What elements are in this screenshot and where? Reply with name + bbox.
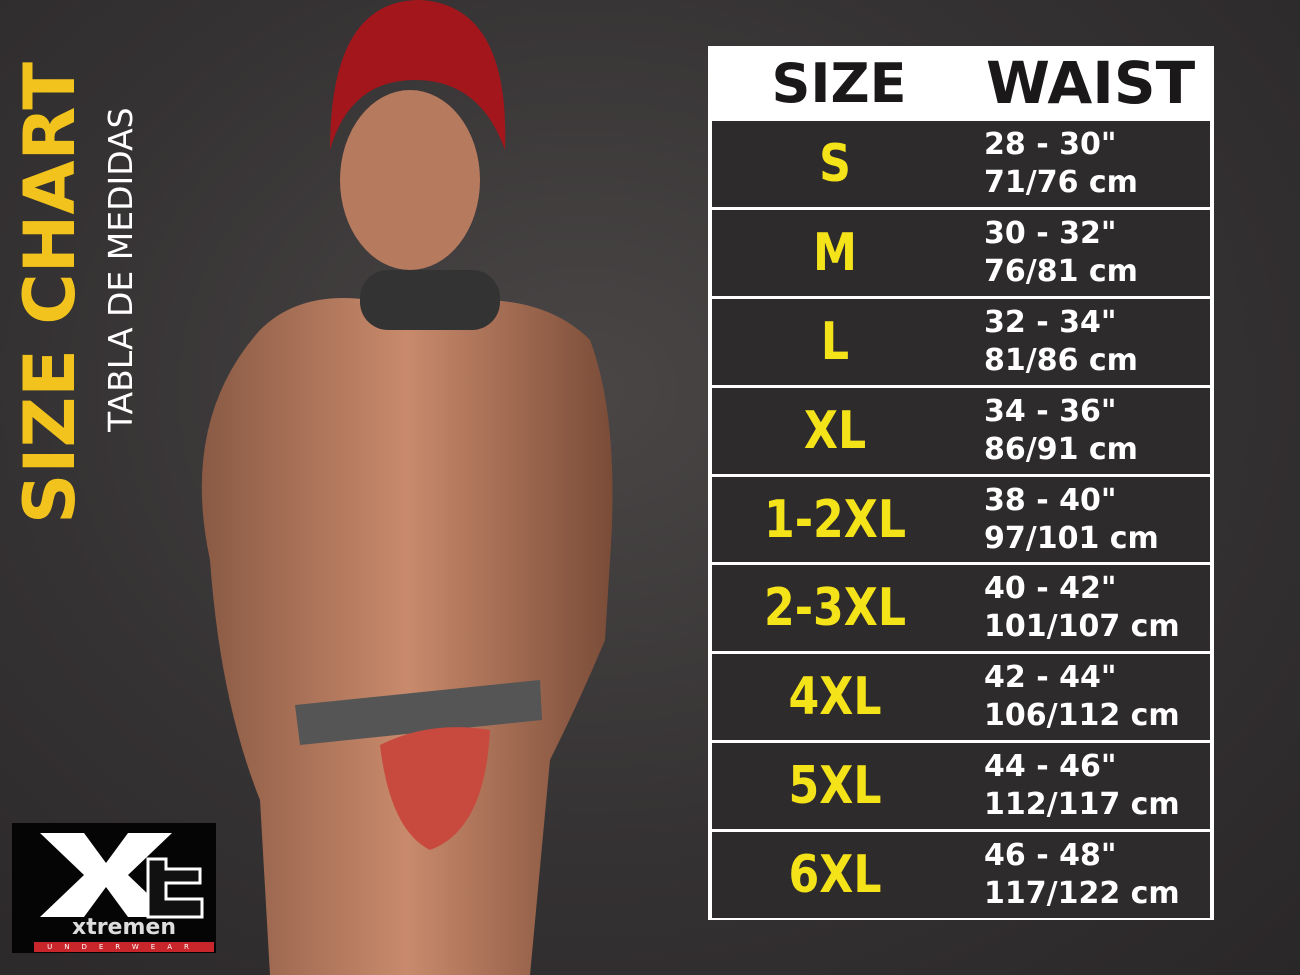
logo-wordmark: xtremen xyxy=(72,915,176,940)
waist-inches: 38 - 40" xyxy=(984,482,1117,518)
header-waist: WAIST xyxy=(986,49,1196,117)
size-label: S xyxy=(819,133,851,194)
waist-measurement: 32 - 34" 81/86 cm xyxy=(958,304,1210,380)
table-row: S 28 - 30" 71/76 cm xyxy=(712,121,1210,207)
table-header: SIZE WAIST xyxy=(712,48,1210,118)
waist-cm: 86/91 cm xyxy=(984,431,1138,467)
table-row: M 30 - 32" 76/81 cm xyxy=(712,209,1210,296)
model-body xyxy=(201,298,613,975)
table-row: 4XL 42 - 44" 106/112 cm xyxy=(712,654,1210,741)
waist-inches: 28 - 30" xyxy=(984,126,1117,162)
waist-measurement: 40 - 42" 101/107 cm xyxy=(958,570,1210,646)
waist-cm: 81/86 cm xyxy=(984,342,1138,378)
xt-logo-mark xyxy=(40,833,204,919)
size-label: XL xyxy=(803,400,867,461)
waist-inches: 44 - 46" xyxy=(984,749,1117,785)
logo-tagline: UNDERWEAR xyxy=(34,942,214,952)
model-head xyxy=(340,90,480,270)
waist-measurement: 28 - 30" 71/76 cm xyxy=(958,126,1210,202)
size-label: 2-3XL xyxy=(763,578,907,639)
waist-measurement: 44 - 46" 112/117 cm xyxy=(958,748,1210,824)
table-row: 1-2XL 38 - 40" 97/101 cm xyxy=(712,476,1210,563)
waist-inches: 34 - 36" xyxy=(984,393,1117,429)
table-row: XL 34 - 36" 86/91 cm xyxy=(712,387,1210,474)
model-photo xyxy=(201,0,613,975)
waist-cm: 101/107 cm xyxy=(984,609,1180,645)
header-size: SIZE xyxy=(771,51,907,115)
waist-cm: 112/117 cm xyxy=(984,787,1180,823)
waist-cm: 76/81 cm xyxy=(984,253,1138,289)
waist-inches: 32 - 34" xyxy=(984,304,1117,340)
waist-cm: 117/122 cm xyxy=(984,876,1180,912)
xtremen-logo: xtremen UNDERWEAR xyxy=(12,823,216,953)
helmet xyxy=(330,0,506,150)
table-row: 2-3XL 40 - 42" 101/107 cm xyxy=(712,565,1210,652)
title-subtitle: TABLA DE MEDIDAS xyxy=(101,107,140,432)
logo-x-shape xyxy=(40,833,172,917)
waist-inches: 30 - 32" xyxy=(984,215,1117,251)
waist-inches: 42 - 44" xyxy=(984,660,1117,696)
waist-measurement: 38 - 40" 97/101 cm xyxy=(958,482,1210,558)
size-label: 1-2XL xyxy=(763,489,907,550)
size-table: SIZE WAIST S 28 - 30" 71/76 cm M 30 - 32" 76/… xyxy=(708,46,1214,920)
waist-measurement: 46 - 48" 117/122 cm xyxy=(958,837,1210,913)
waist-measurement: 30 - 32" 76/81 cm xyxy=(958,215,1210,291)
table-row: 6XL 46 - 48" 117/122 cm xyxy=(712,832,1210,919)
waist-inches: 46 - 48" xyxy=(984,838,1117,874)
waist-measurement: 34 - 36" 86/91 cm xyxy=(958,393,1210,469)
table-row: L 32 - 34" 81/86 cm xyxy=(712,298,1210,385)
size-label: 4XL xyxy=(788,667,882,728)
jockstrap-pouch xyxy=(380,727,490,850)
waist-measurement: 42 - 44" 106/112 cm xyxy=(958,659,1210,735)
goggles xyxy=(360,270,500,330)
logo-t-shape xyxy=(146,857,204,919)
table-row: 5XL 44 - 46" 112/117 cm xyxy=(712,743,1210,830)
size-label: 6XL xyxy=(788,845,882,906)
waistband xyxy=(295,680,542,745)
waist-cm: 97/101 cm xyxy=(984,520,1159,556)
title-main: SIZE CHART xyxy=(9,61,91,524)
waist-inches: 40 - 42" xyxy=(984,571,1117,607)
size-label: L xyxy=(820,311,850,372)
size-label: 5XL xyxy=(788,756,882,817)
size-label: M xyxy=(813,222,857,283)
waist-cm: 71/76 cm xyxy=(984,164,1138,200)
waist-cm: 106/112 cm xyxy=(984,698,1180,734)
